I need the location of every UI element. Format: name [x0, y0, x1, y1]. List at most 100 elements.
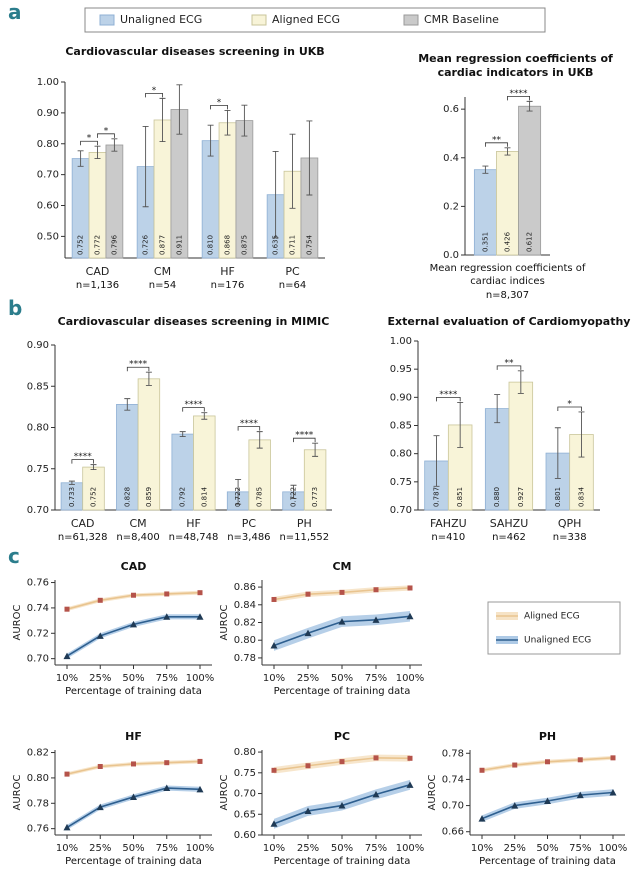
- x-axis-label: Mean regression coefficients of cardiac …: [429, 263, 586, 287]
- error-bar: [312, 442, 319, 457]
- x-tick-label: PC: [242, 517, 257, 530]
- significance-bracket: [293, 437, 316, 443]
- value-label: 0.787: [433, 487, 441, 507]
- y-axis-label: AUROC: [12, 775, 23, 811]
- marker: [163, 613, 171, 620]
- chart-title: Mean regression coefficients of cardiac …: [418, 52, 613, 79]
- value-label: 0.785: [256, 487, 264, 507]
- y-tick-label: 0.80: [390, 449, 412, 460]
- marker: [130, 793, 137, 800]
- error-bar: [457, 401, 464, 448]
- legend-label: CMR Baseline: [424, 13, 499, 26]
- marker: [577, 757, 583, 763]
- legend-swatch: [251, 14, 267, 26]
- value-label: 0.911: [175, 235, 183, 255]
- category-note: n=64: [278, 280, 307, 291]
- marker: [197, 590, 203, 596]
- significance-label: **: [505, 358, 515, 368]
- significance-bracket: [237, 426, 261, 431]
- y-tick-label: 0.4: [443, 153, 459, 164]
- significance-label: ****: [74, 452, 93, 462]
- error-bar: [241, 104, 248, 137]
- x-tick-label: 75%: [569, 843, 591, 854]
- y-tick-label: 0.95: [390, 364, 412, 375]
- marker: [372, 616, 380, 623]
- value-label: 0.752: [77, 235, 85, 255]
- y-tick-label: 0.76: [27, 578, 49, 589]
- x-tick-label: 25%: [504, 843, 526, 854]
- marker: [407, 585, 413, 591]
- marker: [163, 784, 171, 792]
- y-tick-label: 0.75: [390, 477, 412, 488]
- significance-bracket: [210, 105, 228, 110]
- significance-label: ****: [510, 89, 529, 99]
- error-bar: [111, 138, 118, 152]
- significance-bracket: [182, 407, 205, 412]
- y-tick-label: 0.78: [442, 748, 464, 759]
- y-tick-label: 0.0: [443, 250, 459, 261]
- error-bar: [235, 479, 242, 505]
- y-tick-label: 0.85: [27, 381, 49, 392]
- panel-label: c: [8, 544, 20, 568]
- significance-label: *: [104, 126, 109, 136]
- y-tick-label: 0.74: [442, 774, 464, 785]
- y-tick-label: 0.50: [37, 231, 59, 242]
- value-label: 0.859: [145, 487, 153, 507]
- y-tick-label: 0.76: [27, 824, 49, 835]
- x-tick-label: CM: [130, 517, 147, 530]
- significance-bracket: [126, 366, 150, 372]
- error-bar: [176, 84, 183, 135]
- error-bar: [256, 431, 263, 449]
- marker: [576, 791, 584, 799]
- category-note: n=54: [148, 280, 177, 291]
- x-tick-label: 50%: [122, 843, 144, 854]
- significance-bracket: [71, 459, 94, 464]
- legend-label: Aligned ECG: [272, 13, 340, 26]
- marker: [164, 591, 170, 597]
- value-label: 0.877: [159, 235, 167, 255]
- value-label: 0.722: [234, 487, 242, 507]
- y-tick-label: 0.78: [27, 798, 49, 809]
- x-axis-label: Percentage of training data: [65, 686, 202, 697]
- marker: [63, 652, 71, 660]
- marker: [305, 763, 311, 769]
- y-tick-label: 0.70: [442, 801, 464, 812]
- marker: [97, 763, 103, 769]
- chart-title: CM: [332, 560, 352, 573]
- marker: [64, 771, 70, 777]
- x-tick-label: CM: [154, 265, 171, 278]
- value-label: 0.612: [526, 232, 534, 252]
- legend-box: [84, 7, 546, 33]
- marker: [305, 591, 311, 597]
- category-note: n=8,400: [116, 532, 160, 543]
- value-label: 0.828: [123, 487, 131, 507]
- significance-label: ****: [129, 360, 148, 370]
- category-note: n=410: [431, 532, 466, 543]
- error-bar: [145, 371, 152, 386]
- x-tick-label: 10%: [471, 843, 493, 854]
- marker: [339, 589, 345, 595]
- y-tick-label: 0.90: [390, 392, 412, 403]
- y-tick-label: 0.84: [234, 600, 256, 611]
- error-bar: [90, 464, 97, 471]
- marker: [478, 815, 486, 822]
- legend-label: Unaligned ECG: [524, 636, 591, 646]
- marker: [196, 785, 204, 793]
- y-tick-label: 0.6: [443, 104, 459, 115]
- y-tick-label: 0.85: [390, 421, 412, 432]
- confidence-band: [67, 785, 200, 830]
- marker: [304, 807, 312, 814]
- x-axis-label: Percentage of training data: [273, 856, 411, 867]
- value-label: 0.722: [289, 487, 297, 507]
- significance-label: *: [87, 134, 92, 144]
- y-axis-label: AUROC: [219, 775, 230, 811]
- significance-label: **: [492, 135, 502, 145]
- category-note: n=61,328: [57, 532, 108, 543]
- category-note: n=48,748: [168, 532, 219, 543]
- value-label: 0.834: [577, 486, 585, 507]
- significance-bracket: [557, 406, 582, 411]
- y-tick-label: 0.70: [37, 170, 59, 181]
- y-tick-label: 1.00: [37, 77, 59, 88]
- marker: [610, 755, 616, 761]
- y-tick-label: 1.00: [390, 336, 412, 347]
